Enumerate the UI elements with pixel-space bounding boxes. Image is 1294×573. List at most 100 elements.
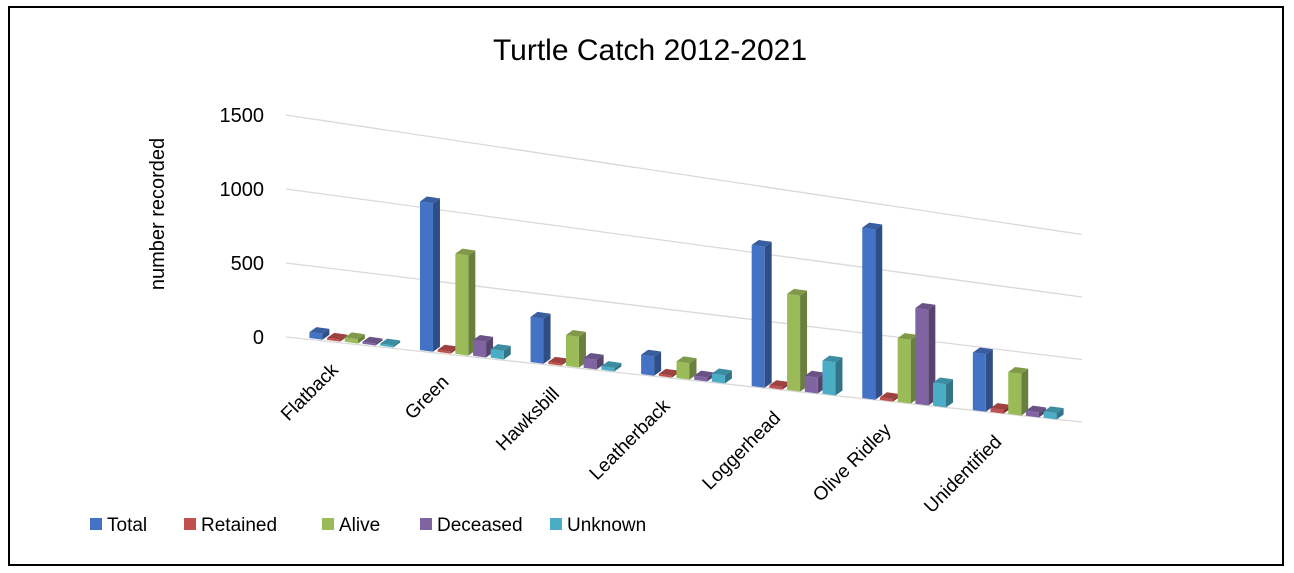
legend-item-alive: Alive bbox=[322, 515, 380, 536]
bars bbox=[309, 196, 1064, 420]
x-axis-categories: Flatback Green Hawksbill Leatherback Loggerh… bbox=[277, 359, 1006, 517]
bar-green-unknown bbox=[490, 344, 511, 360]
bar-top bbox=[548, 356, 569, 364]
bar-front bbox=[915, 307, 929, 406]
category-group-flatback bbox=[309, 327, 401, 348]
bar-top bbox=[711, 368, 732, 376]
bar-unidentified-unknown bbox=[1043, 406, 1064, 420]
bar-front bbox=[1025, 410, 1039, 418]
bar-leatherback-retained bbox=[658, 368, 679, 378]
x-category-label: Unidentified bbox=[920, 432, 1006, 518]
bar-unidentified-total bbox=[972, 347, 993, 412]
bar-front bbox=[1008, 372, 1022, 416]
bar-top bbox=[879, 392, 900, 400]
bar-side bbox=[468, 250, 476, 356]
gridline-1000 bbox=[285, 188, 1083, 298]
gridline-0 bbox=[285, 336, 1083, 423]
category-group-loggerhead bbox=[751, 239, 843, 396]
legend-label: Total bbox=[107, 515, 147, 536]
bar-front bbox=[309, 332, 323, 340]
bar-side bbox=[357, 334, 365, 344]
bar-front bbox=[676, 361, 690, 380]
bar-front bbox=[897, 338, 911, 404]
bar-unidentified-retained bbox=[990, 403, 1011, 414]
bar-top bbox=[804, 370, 825, 378]
y-tick-label: 0 bbox=[253, 327, 264, 349]
bar-leatherback-total bbox=[641, 349, 662, 376]
bar-front bbox=[419, 201, 433, 352]
bar-front bbox=[548, 361, 562, 366]
bar-front bbox=[804, 375, 818, 394]
bar-front bbox=[711, 373, 725, 384]
legend-swatch bbox=[322, 518, 334, 530]
bar-top bbox=[1025, 405, 1046, 413]
bar-top bbox=[419, 196, 440, 204]
bar-top bbox=[769, 380, 790, 388]
bar-side bbox=[800, 290, 808, 392]
bar-side bbox=[928, 304, 936, 406]
bar-front bbox=[362, 341, 376, 346]
y-tick-label: 1000 bbox=[220, 179, 265, 201]
legend-label: Unknown bbox=[567, 515, 646, 536]
legend-label: Alive bbox=[339, 515, 380, 536]
x-category-label: Hawksbill bbox=[492, 384, 564, 456]
category-group-hawksbill bbox=[530, 311, 622, 372]
bar-flatback-alive bbox=[344, 332, 365, 344]
bar-flatback-retained bbox=[327, 332, 348, 342]
gridline-500 bbox=[285, 262, 1083, 361]
bar-green-retained bbox=[437, 344, 458, 354]
bar-front bbox=[344, 337, 358, 344]
bar-olive-ridley-alive bbox=[897, 333, 918, 404]
bar-side bbox=[1056, 408, 1064, 420]
bar-front bbox=[380, 343, 394, 348]
bar-hawksbill-deceased bbox=[583, 352, 604, 370]
bar-top bbox=[437, 344, 458, 352]
bar-front bbox=[583, 357, 597, 370]
bar-front bbox=[601, 366, 615, 372]
bar-side bbox=[946, 379, 954, 408]
y-axis-title: number recorded bbox=[147, 138, 169, 290]
bar-top bbox=[933, 377, 954, 385]
bar-top bbox=[490, 344, 511, 351]
bar-side bbox=[596, 354, 604, 370]
bar-unidentified-alive bbox=[1008, 367, 1029, 416]
bar-top bbox=[1008, 367, 1029, 374]
bar-side bbox=[543, 313, 551, 364]
bar-side bbox=[1021, 368, 1029, 416]
legend: Total Retained Alive Deceased Unknown bbox=[90, 515, 646, 536]
bar-hawksbill-unknown bbox=[601, 361, 622, 372]
bar-olive-ridley-unknown bbox=[933, 377, 954, 408]
bar-front bbox=[641, 354, 655, 376]
y-tick-label: 500 bbox=[231, 253, 264, 275]
bar-green-deceased bbox=[473, 335, 494, 358]
legend-swatch bbox=[90, 518, 102, 530]
bar-loggerhead-alive bbox=[787, 288, 808, 392]
bar-leatherback-alive bbox=[676, 356, 697, 380]
bar-top bbox=[694, 370, 715, 378]
legend-label: Deceased bbox=[437, 515, 523, 536]
bar-front bbox=[972, 352, 986, 412]
bar-front bbox=[565, 335, 579, 368]
category-group-olive-ridley bbox=[862, 222, 954, 408]
bar-olive-ridley-deceased bbox=[915, 302, 936, 406]
bar-side bbox=[322, 328, 330, 340]
bar-side bbox=[764, 241, 772, 388]
bar-green-alive bbox=[455, 248, 476, 356]
bar-loggerhead-unknown bbox=[822, 355, 843, 396]
bar-hawksbill-total bbox=[530, 311, 551, 364]
bar-top bbox=[915, 302, 936, 310]
bar-top bbox=[972, 347, 993, 355]
bar-front bbox=[990, 408, 1004, 414]
bar-side bbox=[614, 362, 622, 372]
legend-swatch bbox=[550, 518, 562, 530]
bar-side bbox=[689, 358, 697, 380]
bar-side bbox=[724, 370, 732, 384]
bar-top bbox=[327, 332, 348, 340]
x-category-label: Olive Ridley bbox=[809, 419, 896, 506]
bar-top bbox=[601, 361, 622, 368]
bar-top bbox=[822, 355, 843, 363]
bar-flatback-deceased bbox=[362, 336, 383, 346]
bar-loggerhead-deceased bbox=[804, 370, 825, 394]
bar-flatback-total bbox=[309, 327, 330, 340]
